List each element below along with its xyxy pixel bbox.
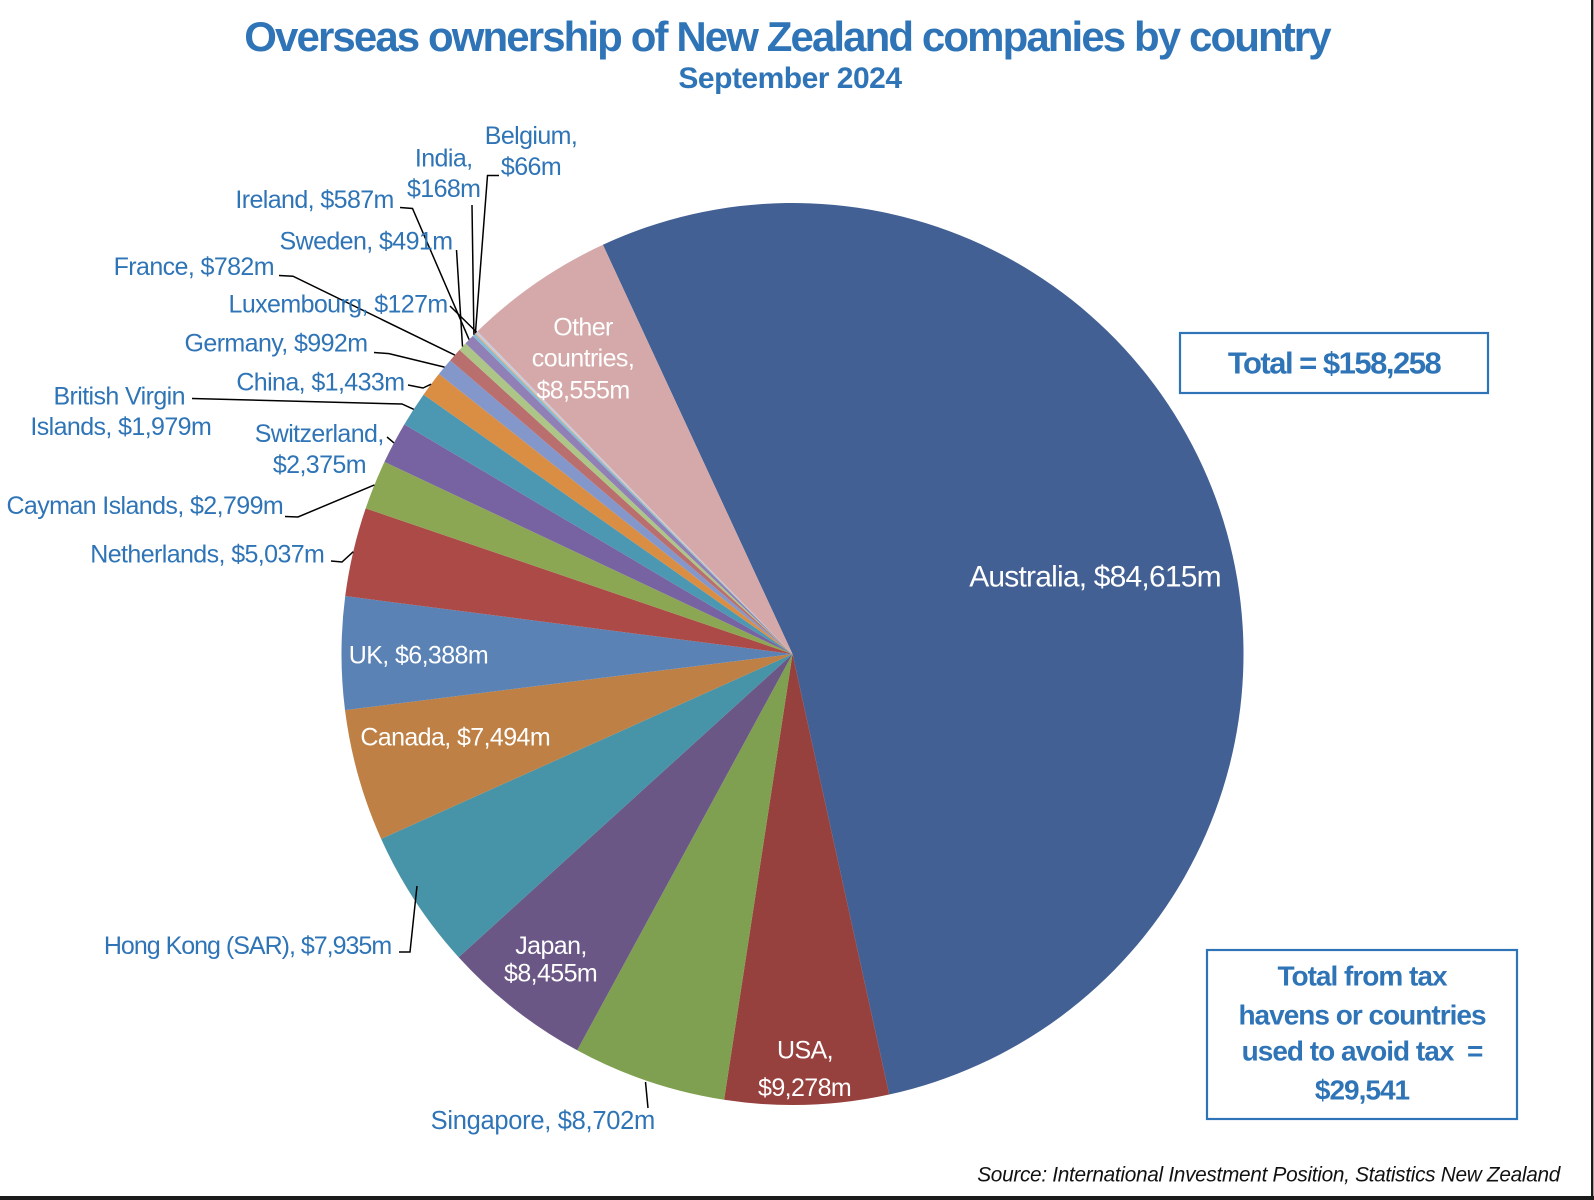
svg-text:havens or countries: havens or countries	[1238, 999, 1486, 1030]
svg-text:Germany, $992m: Germany, $992m	[185, 330, 368, 358]
svg-text:UK, $6,388m: UK, $6,388m	[349, 641, 488, 669]
svg-text:$8,555m: $8,555m	[536, 376, 629, 404]
svg-text:$66m: $66m	[501, 153, 561, 181]
svg-text:China, $1,433m: China, $1,433m	[236, 369, 404, 397]
svg-text:British Virgin: British Virgin	[53, 382, 184, 410]
svg-text:Ireland, $587m: Ireland, $587m	[235, 186, 393, 214]
svg-text:Hong Kong (SAR), $7,935m: Hong Kong (SAR), $7,935m	[104, 932, 391, 960]
svg-text:Cayman Islands, $2,799m: Cayman Islands, $2,799m	[6, 492, 283, 520]
svg-text:Total from tax: Total from tax	[1277, 961, 1447, 992]
svg-text:Other: Other	[553, 314, 613, 342]
svg-text:India,: India,	[415, 145, 473, 173]
svg-text:September 2024: September 2024	[678, 62, 902, 95]
svg-text:$29,541: $29,541	[1315, 1075, 1410, 1106]
svg-text:$168m: $168m	[407, 175, 480, 203]
svg-text:Luxembourg, $127m: Luxembourg, $127m	[229, 291, 448, 319]
svg-text:used to avoid tax =: used to avoid tax =	[1242, 1035, 1483, 1066]
svg-text:Netherlands, $5,037m: Netherlands, $5,037m	[90, 541, 324, 569]
svg-text:Singapore, $8,702m: Singapore, $8,702m	[431, 1107, 655, 1135]
svg-text:Sweden, $491m: Sweden, $491m	[280, 227, 453, 255]
svg-text:Total = $158,258: Total = $158,258	[1228, 346, 1442, 381]
svg-text:USA,: USA,	[777, 1037, 833, 1065]
svg-text:$9,278m: $9,278m	[758, 1074, 851, 1102]
svg-text:Japan,: Japan,	[515, 932, 586, 960]
svg-text:$8,455m: $8,455m	[504, 960, 597, 988]
svg-text:Belgium,: Belgium,	[485, 122, 577, 150]
svg-text:$2,375m: $2,375m	[273, 451, 366, 479]
svg-text:Australia, $84,615m: Australia, $84,615m	[969, 560, 1221, 593]
svg-text:countries,: countries,	[532, 345, 634, 373]
svg-text:Canada, $7,494m: Canada, $7,494m	[360, 724, 550, 752]
svg-text:Source: International Investme: Source: International Investment Positio…	[977, 1164, 1561, 1187]
svg-text:France, $782m: France, $782m	[114, 253, 274, 281]
svg-text:Overseas ownership of New Zeal: Overseas ownership of New Zealand compan…	[244, 13, 1332, 60]
svg-text:Switzerland,: Switzerland,	[255, 420, 384, 448]
svg-text:Islands, $1,979m: Islands, $1,979m	[30, 413, 211, 441]
